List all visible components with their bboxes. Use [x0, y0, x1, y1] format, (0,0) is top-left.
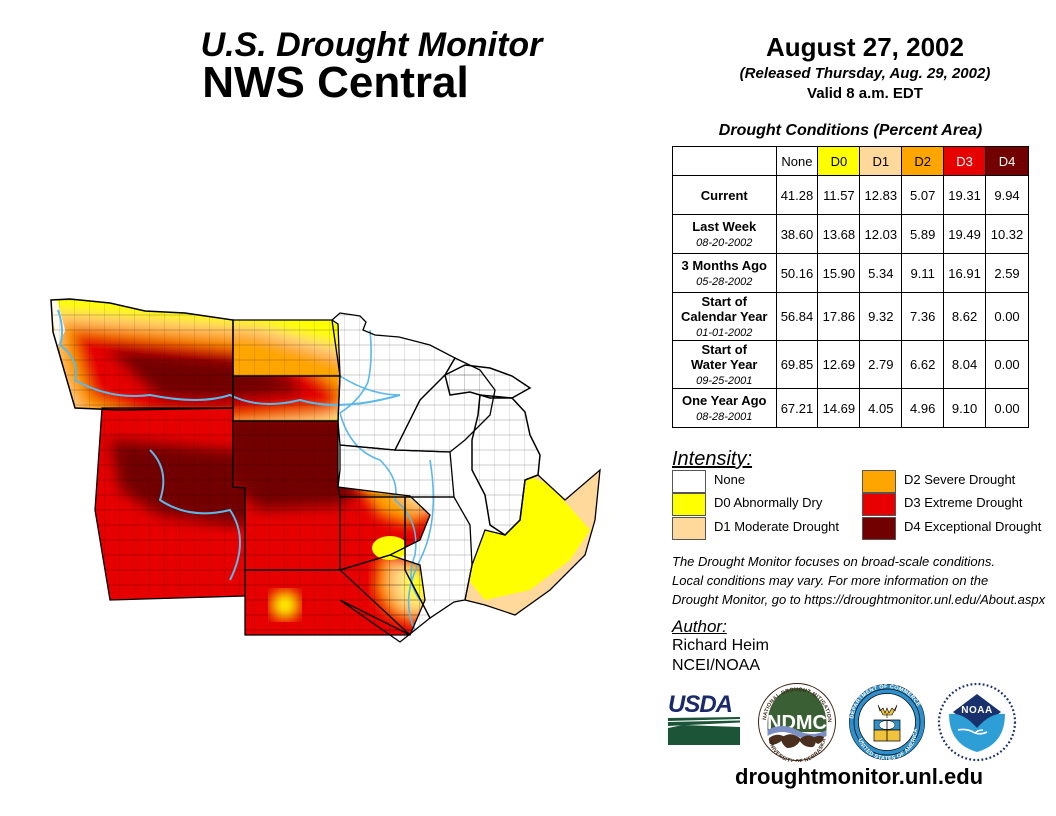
svg-text:NOAA: NOAA [961, 705, 992, 716]
svg-text:USDA: USDA [668, 691, 732, 718]
